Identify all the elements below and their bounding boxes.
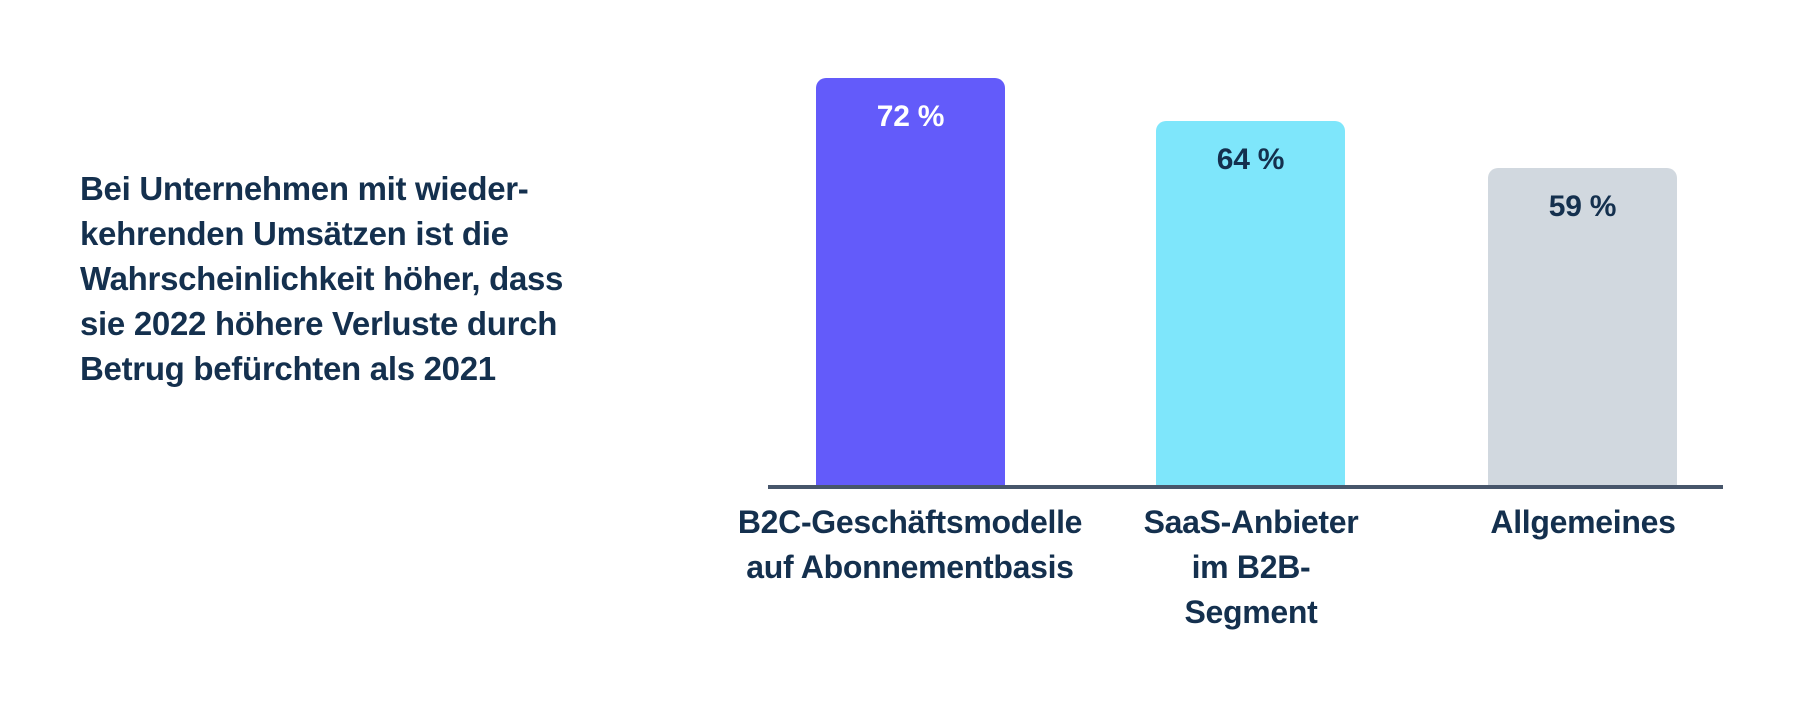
category-label-general: Allgemeines [1490,504,1676,540]
bar-value-label-b2c: 72 % [876,100,945,133]
bar-b2c-subscription: 72 % [816,78,1005,485]
bar-saas-b2b: 64 % [1156,121,1345,485]
bar-value-label-general: 59 % [1548,190,1617,223]
bar-general: 59 % [1488,168,1677,485]
category-label-saas-b2b: SaaS-Anbieter im B2B- Segment [1143,504,1359,630]
chart-title: Bei Unternehmen mit wieder- kehrenden Um… [80,170,564,387]
x-axis-line [768,485,1723,489]
bar-value-label-saas: 64 % [1216,143,1285,176]
category-label-b2c-subscription: B2C-Geschäftsmodelle auf Abonnementbasis [737,504,1083,585]
